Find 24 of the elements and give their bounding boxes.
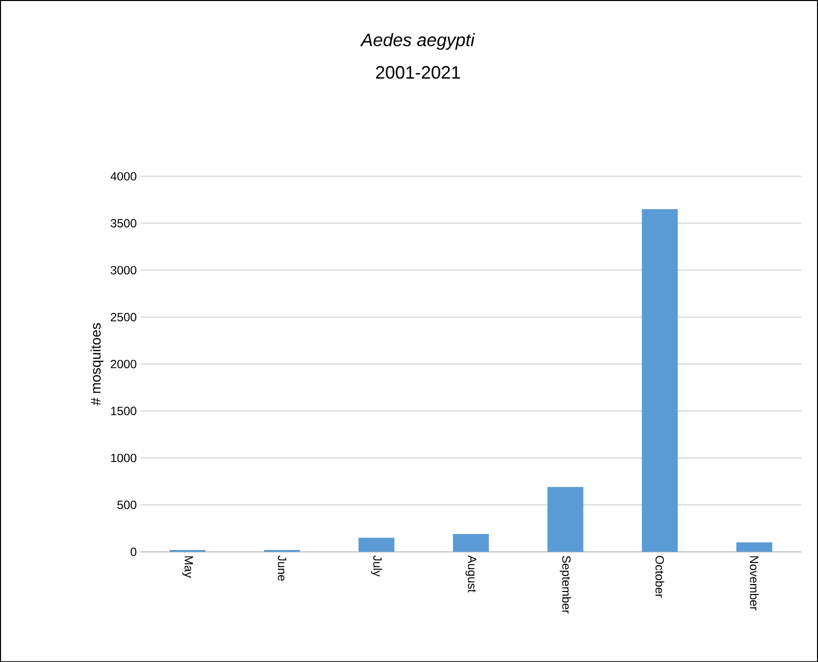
y-tick-label: 0: [130, 548, 136, 556]
bar: [642, 209, 678, 552]
bar: [736, 542, 772, 552]
chart-title: Aedes aegypti: [360, 32, 475, 50]
x-tick-label: September: [560, 556, 571, 614]
y-tick-label: 2000: [110, 360, 136, 368]
y-tick-label: 2500: [110, 312, 136, 322]
x-tick-label: October: [655, 556, 664, 598]
x-tick-label: May: [182, 556, 193, 578]
y-axis-title: # mosquitoes: [90, 323, 104, 406]
y-tick-label: 3000: [110, 266, 136, 274]
bar: [547, 486, 584, 552]
chart-subtitle: 2001-2021: [376, 66, 460, 79]
y-tick-label: 4000: [110, 172, 136, 180]
x-tick-label: November: [750, 556, 759, 610]
bar: [358, 538, 394, 552]
bar: [452, 534, 489, 552]
y-tick-label: 1000: [111, 454, 136, 462]
y-tick-label: 1500: [111, 406, 136, 416]
y-tick-label: 500: [117, 500, 136, 510]
x-tick-label: July: [370, 555, 382, 576]
x-tick-label: August: [466, 555, 476, 592]
y-tick-label: 3500: [110, 218, 136, 228]
x-tick-label: June: [278, 555, 286, 581]
